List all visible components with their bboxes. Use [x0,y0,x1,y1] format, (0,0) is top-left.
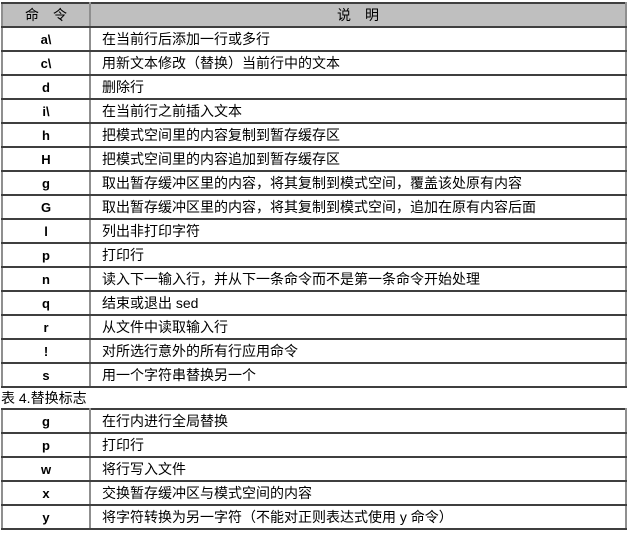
command-cell: i\ [1,98,91,124]
command-cell: ! [1,338,91,364]
table-row: y 将字符转换为另一字符（不能对正则表达式使用 y 命令） [1,504,627,530]
description-cell: 用一个字符串替换另一个 [89,362,627,388]
description-cell: 列出非打印字符 [89,218,627,244]
command-cell: l [1,218,91,244]
table-row: G 取出暂存缓冲区里的内容，将其复制到模式空间，追加在原有内容后面 [1,194,627,220]
description-cell: 交换暂存缓冲区与模式空间的内容 [89,480,627,506]
description-cell: 将字符转换为另一字符（不能对正则表达式使用 y 命令） [89,504,627,530]
table-row: r 从文件中读取输入行 [1,314,627,340]
command-cell: c\ [1,50,91,76]
table-row: ! 对所选行意外的所有行应用命令 [1,338,627,364]
description-cell: 删除行 [89,74,627,100]
flags-table-caption: 表 4.替换标志 [1,390,87,406]
column-header-command: 命 令 [1,2,91,28]
table-row: H 把模式空间里的内容追加到暂存缓存区 [1,146,627,172]
column-header-description: 说 明 [89,2,627,28]
command-cell: y [1,504,91,530]
command-cell: g [1,408,91,434]
command-cell: h [1,122,91,148]
description-cell: 把模式空间里的内容复制到暂存缓存区 [89,122,627,148]
sed-commands-table: 命 令 说 明 a\ 在当前行后添加一行或多行 c\ 用新文本修改（替换）当前行中的文… [1,2,627,388]
command-cell: w [1,456,91,482]
description-cell: 取出暂存缓冲区里的内容，将其复制到模式空间，追加在原有内容后面 [89,194,627,220]
description-cell: 用新文本修改（替换）当前行中的文本 [89,50,627,76]
table-row: d 删除行 [1,74,627,100]
table-row: l 列出非打印字符 [1,218,627,244]
description-cell: 对所选行意外的所有行应用命令 [89,338,627,364]
table-row: i\ 在当前行之前插入文本 [1,98,627,124]
description-cell: 把模式空间里的内容追加到暂存缓存区 [89,146,627,172]
table-row: w 将行写入文件 [1,456,627,482]
header-row: 命 令 说 明 [1,2,627,28]
description-cell: 读入下一输入行，并从下一条命令而不是第一条命令开始处理 [89,266,627,292]
command-cell: H [1,146,91,172]
description-cell: 在行内进行全局替换 [89,408,627,434]
command-cell: G [1,194,91,220]
description-cell: 在当前行后添加一行或多行 [89,26,627,52]
substitution-flags-table: g 在行内进行全局替换 p 打印行 w 将行写入文件 x 交换暂存缓冲区与模式空间的内容 y 将字… [1,408,627,530]
description-cell: 从文件中读取输入行 [89,314,627,340]
table-row: g 在行内进行全局替换 [1,408,627,434]
table-row: s 用一个字符串替换另一个 [1,362,627,388]
table-row: n 读入下一输入行，并从下一条命令而不是第一条命令开始处理 [1,266,627,292]
table-row: p 打印行 [1,432,627,458]
description-cell: 打印行 [89,432,627,458]
command-cell: p [1,432,91,458]
command-cell: n [1,266,91,292]
table-row: g 取出暂存缓冲区里的内容，将其复制到模式空间，覆盖该处原有内容 [1,170,627,196]
description-cell: 将行写入文件 [89,456,627,482]
description-cell: 打印行 [89,242,627,268]
command-cell: a\ [1,26,91,52]
command-cell: s [1,362,91,388]
description-cell: 在当前行之前插入文本 [89,98,627,124]
table-row: a\ 在当前行后添加一行或多行 [1,26,627,52]
description-cell: 结束或退出 sed [89,290,627,316]
table-row: h 把模式空间里的内容复制到暂存缓存区 [1,122,627,148]
command-cell: x [1,480,91,506]
table-row: q 结束或退出 sed [1,290,627,316]
table-row: c\ 用新文本修改（替换）当前行中的文本 [1,50,627,76]
command-cell: d [1,74,91,100]
command-cell: p [1,242,91,268]
table-row: x 交换暂存缓冲区与模式空间的内容 [1,480,627,506]
command-cell: q [1,290,91,316]
command-cell: r [1,314,91,340]
command-cell: g [1,170,91,196]
description-cell: 取出暂存缓冲区里的内容，将其复制到模式空间，覆盖该处原有内容 [89,170,627,196]
table-row: p 打印行 [1,242,627,268]
